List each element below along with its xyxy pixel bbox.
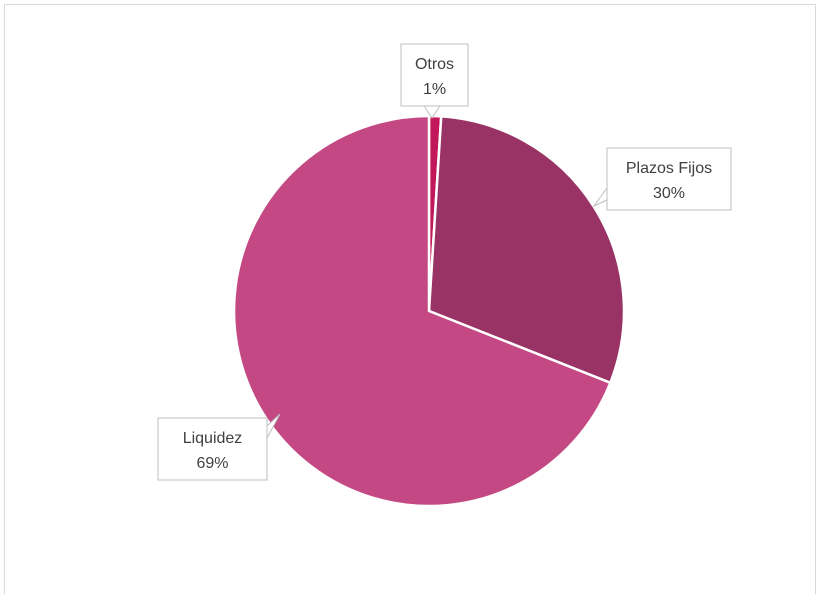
- data-label-callouts: Otros 1% Plazos Fijos 30% Liquidez 69%: [157, 43, 732, 481]
- callout-box: [606, 147, 732, 211]
- callout-box: [400, 43, 469, 107]
- slice-category-label: Plazos Fijos: [626, 160, 712, 177]
- slice-percent-label: 69%: [196, 455, 228, 472]
- slice-category-label: Liquidez: [183, 430, 243, 447]
- slice-percent-label: 30%: [653, 185, 685, 202]
- pie-slice-liquidez: [232, 114, 612, 508]
- callout-liquidez: Liquidez 69%: [157, 413, 281, 481]
- callout-pointer: [423, 105, 441, 119]
- callout-pointer: [592, 186, 608, 208]
- callout-pointer: [266, 413, 281, 439]
- slice-category-label: Otros: [415, 56, 454, 73]
- callout-otros: Otros 1%: [400, 43, 469, 119]
- callout-plazos-fijos: Plazos Fijos 30%: [592, 147, 732, 211]
- slice-percent-label: 1%: [423, 81, 446, 98]
- callout-box: [157, 417, 268, 481]
- pie-slices: [232, 114, 626, 508]
